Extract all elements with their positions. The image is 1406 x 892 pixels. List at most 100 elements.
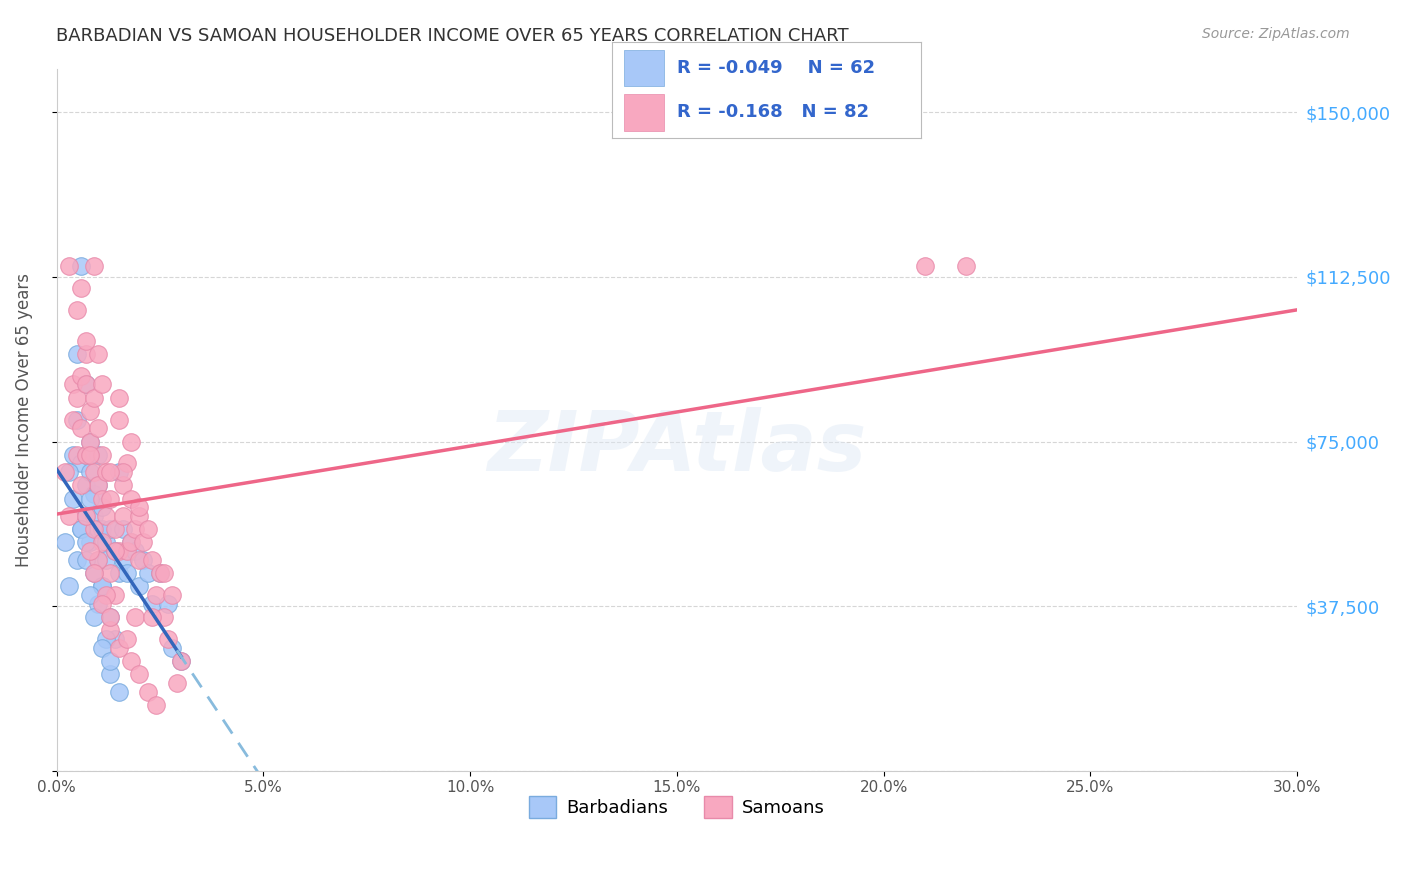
Point: [83, 522, 105, 536]
Point: [103, 544, 125, 558]
Point: [98, 491, 121, 506]
Point: [79, 544, 101, 558]
Point: [83, 566, 105, 581]
Point: [91, 535, 114, 549]
Point: [83, 487, 105, 501]
Point: [107, 544, 129, 558]
Point: [87, 522, 110, 536]
Point: [53, 465, 76, 479]
Point: [62, 412, 84, 426]
Point: [91, 377, 114, 392]
Bar: [624, 94, 664, 130]
Point: [58, 259, 80, 273]
Point: [107, 640, 129, 655]
Point: [79, 434, 101, 449]
Point: [83, 259, 105, 273]
Point: [75, 509, 97, 524]
Point: [120, 535, 142, 549]
Point: [75, 377, 97, 392]
Point: [83, 509, 105, 524]
Point: [70, 522, 93, 536]
Point: [83, 610, 105, 624]
Y-axis label: Householder Income Over 65 years: Householder Income Over 65 years: [15, 273, 32, 566]
Point: [70, 421, 93, 435]
Point: [136, 522, 159, 536]
Point: [103, 544, 125, 558]
Point: [58, 509, 80, 524]
Point: [87, 478, 110, 492]
Point: [103, 632, 125, 646]
Point: [124, 610, 146, 624]
Point: [115, 457, 138, 471]
Point: [66, 391, 89, 405]
Point: [62, 377, 84, 392]
Point: [124, 522, 146, 536]
Point: [914, 259, 936, 273]
Point: [75, 553, 97, 567]
Point: [98, 654, 121, 668]
Point: [75, 448, 97, 462]
Point: [75, 334, 97, 348]
Point: [107, 684, 129, 698]
Text: R = -0.049    N = 62: R = -0.049 N = 62: [676, 59, 875, 77]
Point: [79, 404, 101, 418]
Point: [87, 478, 110, 492]
Point: [111, 478, 134, 492]
Point: [111, 522, 134, 536]
Point: [96, 588, 118, 602]
Point: [145, 698, 167, 712]
Point: [87, 553, 110, 567]
Point: [120, 654, 142, 668]
Point: [153, 566, 176, 581]
Point: [132, 535, 155, 549]
Point: [53, 535, 76, 549]
Point: [107, 566, 129, 581]
Point: [157, 597, 180, 611]
Point: [87, 421, 110, 435]
Point: [98, 465, 121, 479]
Point: [111, 509, 134, 524]
Point: [115, 566, 138, 581]
Point: [115, 632, 138, 646]
Point: [103, 588, 125, 602]
Point: [58, 579, 80, 593]
Point: [75, 478, 97, 492]
Point: [91, 491, 114, 506]
Text: R = -0.168   N = 82: R = -0.168 N = 82: [676, 103, 869, 121]
Point: [87, 347, 110, 361]
Point: [70, 457, 93, 471]
Point: [79, 434, 101, 449]
Point: [91, 597, 114, 611]
Point: [128, 509, 150, 524]
Point: [91, 640, 114, 655]
Point: [107, 412, 129, 426]
Point: [955, 259, 977, 273]
Text: ZIPAtlas: ZIPAtlas: [488, 407, 866, 488]
Point: [75, 535, 97, 549]
Point: [162, 640, 184, 655]
Point: [58, 465, 80, 479]
Point: [162, 588, 184, 602]
Point: [91, 448, 114, 462]
Point: [87, 553, 110, 567]
Point: [62, 448, 84, 462]
Point: [70, 259, 93, 273]
Point: [87, 448, 110, 462]
Point: [132, 553, 155, 567]
Point: [141, 597, 163, 611]
Point: [66, 302, 89, 317]
Point: [115, 544, 138, 558]
Text: Source: ZipAtlas.com: Source: ZipAtlas.com: [1202, 27, 1350, 41]
Point: [66, 553, 89, 567]
Point: [75, 347, 97, 361]
Point: [70, 522, 93, 536]
Point: [107, 465, 129, 479]
Point: [103, 522, 125, 536]
Point: [98, 624, 121, 638]
Point: [124, 544, 146, 558]
Point: [128, 553, 150, 567]
Point: [149, 566, 172, 581]
Point: [96, 509, 118, 524]
Point: [79, 448, 101, 462]
Point: [120, 535, 142, 549]
